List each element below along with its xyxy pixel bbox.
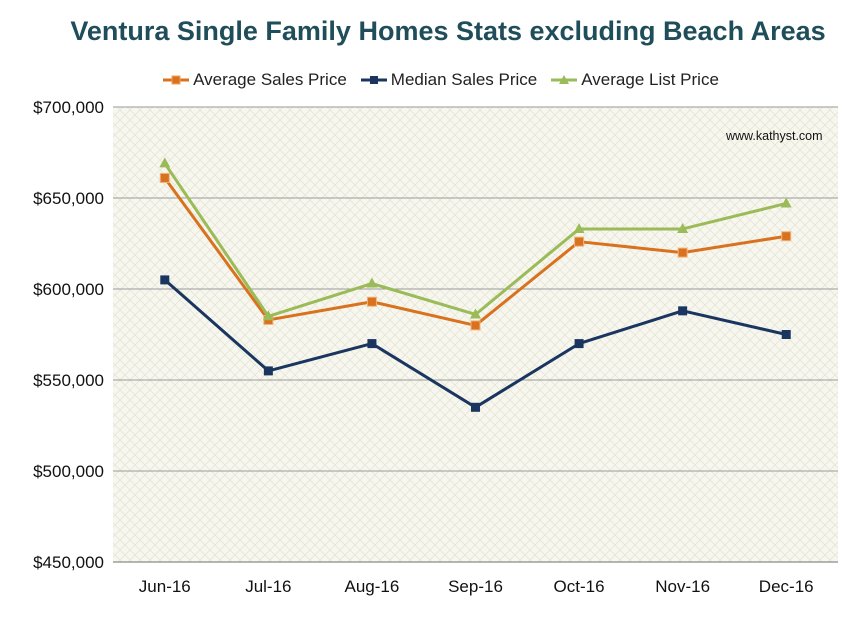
data-point-average-list-price [262, 310, 274, 321]
x-tick-label: Dec-16 [759, 577, 814, 596]
data-point-average-list-price [677, 222, 689, 233]
data-point-average-list-price [159, 157, 171, 168]
data-point-median-sales-price [471, 402, 480, 412]
data-point-average-sales-price [470, 320, 481, 331]
legend: Average Sales Price Median Sales Price A… [0, 70, 868, 90]
data-point-median-sales-price [781, 330, 791, 339]
watermark-annotation: www.kathyst.com [726, 129, 823, 143]
data-point-average-list-price [573, 222, 585, 233]
legend-item-average-sales-price: Average Sales Price [163, 70, 347, 90]
legend-swatch-average-list-price [551, 75, 578, 84]
data-point-average-list-price [780, 197, 792, 208]
data-point-median-sales-price [263, 366, 273, 376]
data-point-average-sales-price [677, 247, 688, 258]
data-point-average-list-price [366, 277, 378, 288]
x-tick-label: Sep-16 [448, 577, 503, 596]
data-point-average-sales-price [574, 236, 585, 247]
legend-item-average-list-price: Average List Price [551, 70, 719, 90]
data-point-median-sales-price [367, 339, 377, 349]
y-tick-label: $450,000 [33, 553, 104, 572]
data-point-average-sales-price [781, 231, 792, 242]
legend-swatch-median-sales-price [360, 76, 387, 84]
y-tick-label: $500,000 [33, 462, 104, 481]
x-tick-label: Nov-16 [655, 577, 710, 596]
gridlines [113, 106, 838, 563]
data-point-median-sales-price [678, 306, 688, 316]
y-tick-label: $700,000 [33, 98, 104, 117]
legend-label-median-sales-price: Median Sales Price [390, 70, 538, 89]
legend-item-median-sales-price: Median Sales Price [360, 70, 538, 90]
chart-title: Ventura Single Family Homes Stats exclud… [70, 16, 826, 46]
plot-background [113, 107, 838, 562]
legend-label-average-sales-price: Average Sales Price [193, 70, 347, 89]
data-point-average-sales-price [366, 296, 377, 307]
data-point-average-list-price [470, 308, 481, 319]
series-lines [159, 157, 792, 412]
legend-swatch-average-sales-price [163, 75, 190, 85]
y-tick-label: $650,000 [33, 189, 104, 208]
data-point-median-sales-price [160, 275, 170, 285]
x-tick-label: Aug-16 [345, 577, 400, 596]
data-point-median-sales-price [574, 339, 584, 349]
y-axis-ticks: $450,000 $500,000 $550,000 $600,000 $650,000… [33, 98, 104, 572]
x-tick-label: Jul-16 [245, 577, 291, 596]
x-axis-ticks: Jun-16 Jul-16 Aug-16 Sep-16 Oct-16 Nov-16 Dec-… [139, 577, 814, 596]
legend-label-average-list-price: Average List Price [581, 70, 719, 89]
data-point-average-sales-price [159, 172, 170, 183]
y-tick-label: $550,000 [33, 371, 104, 390]
x-tick-label: Oct-16 [554, 577, 605, 596]
y-tick-label: $600,000 [33, 280, 104, 299]
x-tick-label: Jun-16 [139, 577, 191, 596]
